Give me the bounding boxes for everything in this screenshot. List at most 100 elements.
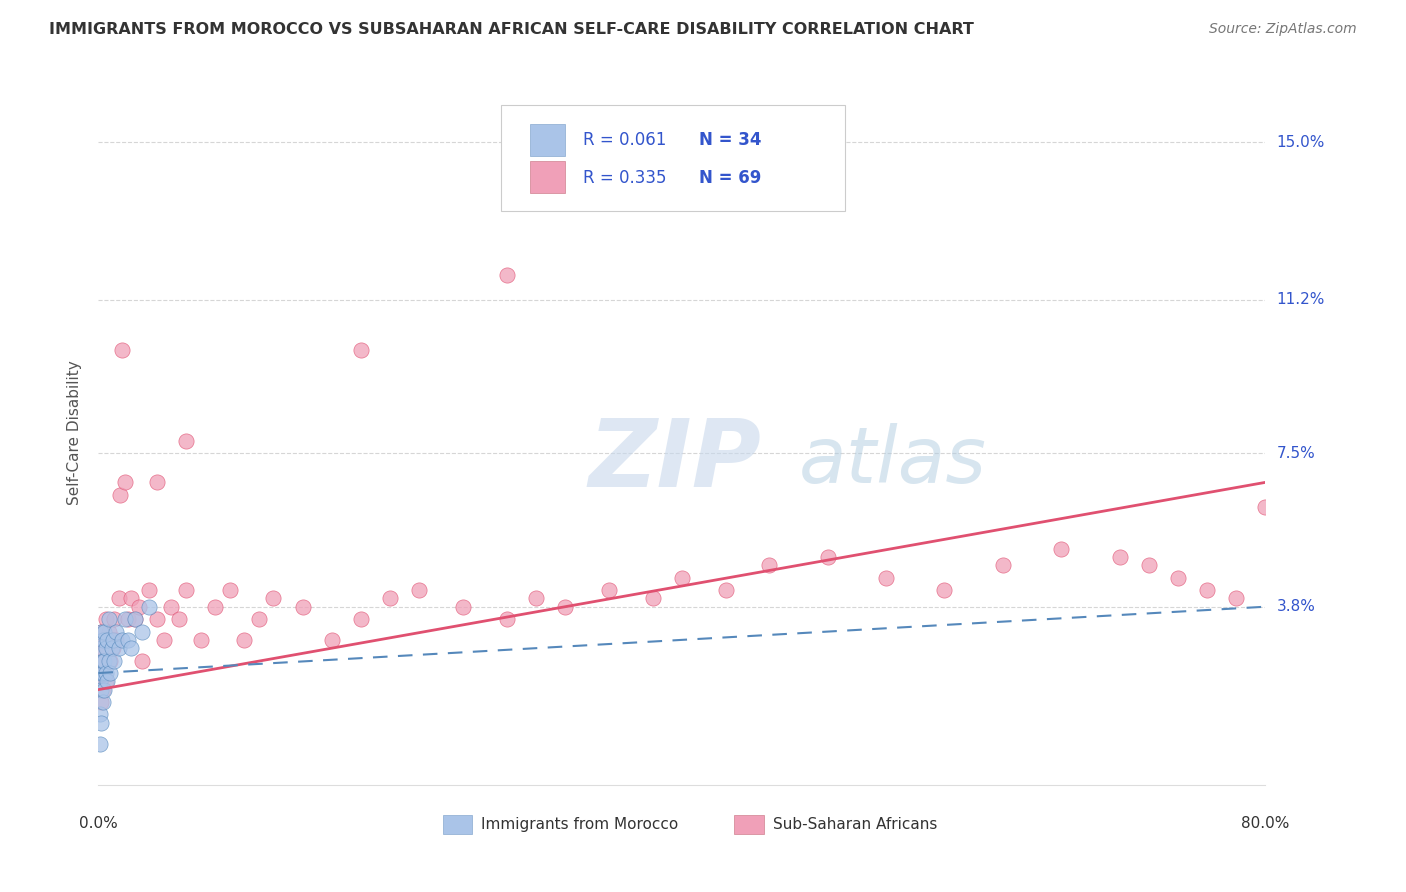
Point (94, 612, 117, 626)
Text: 11.2%: 11.2% (1277, 293, 1324, 308)
Point (138, 599, 160, 614)
Point (93, 666, 115, 681)
Point (167, 612, 190, 626)
Point (218, 583, 240, 598)
Point (146, 612, 169, 626)
Point (90, 654, 112, 668)
Point (94, 666, 117, 681)
FancyBboxPatch shape (530, 124, 565, 156)
Point (94, 641, 117, 656)
Point (114, 612, 136, 626)
Point (1254, 500, 1277, 515)
Text: atlas: atlas (799, 423, 987, 499)
Point (91, 695, 114, 709)
Point (101, 632, 124, 647)
Point (496, 268, 519, 282)
Text: Sub-Saharan Africans: Sub-Saharan Africans (773, 817, 938, 832)
Point (146, 475, 169, 490)
Point (98, 666, 121, 681)
Point (96, 674, 118, 689)
Point (90, 641, 112, 656)
FancyBboxPatch shape (530, 161, 565, 193)
Point (96, 641, 118, 656)
Text: IMMIGRANTS FROM MOROCCO VS SUBSAHARAN AFRICAN SELF-CARE DISABILITY CORRELATION C: IMMIGRANTS FROM MOROCCO VS SUBSAHARAN AF… (49, 22, 974, 37)
Point (111, 343, 134, 357)
Point (451, 599, 474, 614)
Point (1167, 571, 1189, 585)
Point (111, 632, 134, 647)
Point (408, 583, 430, 598)
Point (98, 654, 121, 668)
Point (91, 666, 114, 681)
Point (93, 654, 115, 668)
Point (350, 612, 373, 626)
Text: 3.8%: 3.8% (1277, 599, 1316, 615)
Point (100, 632, 122, 647)
Text: R = 0.061: R = 0.061 (582, 131, 666, 149)
Point (117, 612, 139, 626)
Point (108, 591, 131, 606)
Point (93, 624, 115, 639)
Text: 7.5%: 7.5% (1277, 446, 1315, 461)
Point (90, 624, 112, 639)
Point (204, 599, 226, 614)
Point (153, 632, 176, 647)
Point (96, 632, 118, 647)
Text: N = 69: N = 69 (699, 169, 762, 186)
Point (91, 632, 114, 647)
Point (641, 591, 664, 606)
Point (1050, 541, 1073, 556)
Point (120, 591, 142, 606)
Point (90, 715, 112, 730)
Y-axis label: Self-Care Disability: Self-Care Disability (67, 360, 83, 505)
Point (131, 624, 153, 639)
Point (875, 571, 897, 585)
Text: Source: ZipAtlas.com: Source: ZipAtlas.com (1209, 22, 1357, 37)
Point (97, 624, 120, 639)
Text: 0.0%: 0.0% (79, 815, 118, 830)
FancyBboxPatch shape (443, 814, 472, 834)
Point (350, 343, 373, 357)
Text: R = 0.335: R = 0.335 (582, 169, 666, 186)
Point (93, 632, 115, 647)
Text: Immigrants from Morocco: Immigrants from Morocco (481, 817, 679, 832)
Point (100, 641, 122, 656)
Point (97, 612, 120, 626)
Point (233, 632, 256, 647)
Point (671, 571, 693, 585)
Text: N = 34: N = 34 (699, 131, 762, 149)
Point (108, 641, 131, 656)
Point (103, 654, 125, 668)
Point (89, 674, 111, 689)
Point (110, 488, 132, 502)
Point (380, 591, 402, 606)
Point (91, 682, 114, 697)
Point (262, 591, 284, 606)
Point (90, 666, 112, 681)
Point (90, 695, 112, 709)
Point (817, 549, 839, 564)
Point (174, 583, 197, 598)
Point (934, 583, 956, 598)
Point (496, 612, 519, 626)
Point (131, 654, 153, 668)
Point (1225, 591, 1247, 606)
Point (1195, 583, 1218, 598)
Point (120, 641, 142, 656)
Point (124, 612, 146, 626)
Point (160, 599, 183, 614)
Point (117, 632, 139, 647)
Point (91, 654, 114, 668)
Point (90, 682, 112, 697)
Point (104, 632, 127, 647)
Point (758, 558, 780, 573)
Point (598, 583, 620, 598)
FancyBboxPatch shape (734, 814, 763, 834)
Point (1137, 558, 1160, 573)
Point (101, 641, 124, 656)
Text: 15.0%: 15.0% (1277, 135, 1324, 150)
Point (89, 632, 111, 647)
Point (90, 624, 112, 639)
Point (247, 612, 270, 626)
Point (128, 599, 150, 614)
